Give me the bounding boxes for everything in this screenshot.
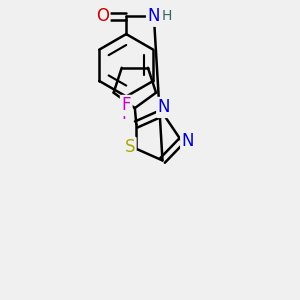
Text: F: F [122,105,131,123]
Text: H: H [162,9,172,23]
Text: S: S [124,138,135,156]
Text: S: S [124,138,135,156]
Text: F: F [122,96,131,114]
Text: O: O [96,7,109,25]
Text: O: O [96,7,109,25]
Text: H: H [162,9,172,23]
Text: N: N [148,7,160,25]
Text: N: N [182,132,194,150]
Text: N: N [148,7,160,25]
Text: N: N [182,132,194,150]
Text: N: N [158,98,170,116]
Text: N: N [158,98,170,116]
